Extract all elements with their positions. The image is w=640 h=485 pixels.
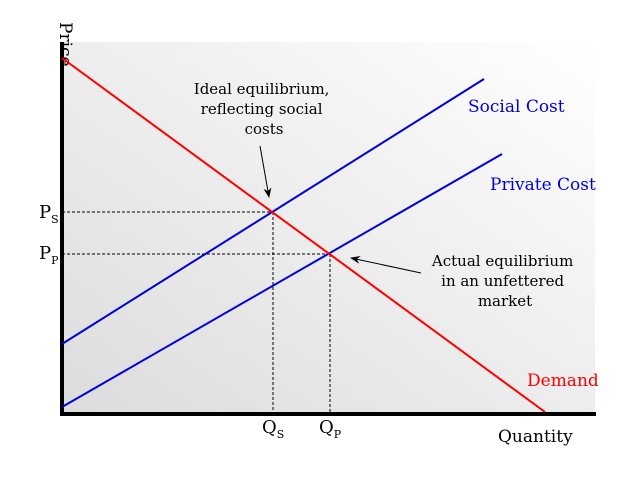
qp-main: Q: [319, 417, 334, 438]
demand-line: [61, 57, 546, 413]
y-axis-label: Price: [55, 22, 75, 67]
demand-label: Demand: [527, 371, 599, 391]
pp-tick-label: PP: [39, 243, 59, 267]
ps-main: P: [39, 202, 51, 223]
ideal-line-1: Ideal equilibrium,: [194, 80, 330, 98]
ideal-line-3: costs: [245, 120, 284, 138]
pp-sub: P: [51, 254, 59, 267]
qp-tick-label: QP: [319, 417, 342, 441]
ideal-arrow: [259, 145, 272, 198]
qs-tick-label: QS: [262, 417, 284, 441]
actual-annotation: Actual equilibrium in an unfettered mark…: [431, 252, 578, 310]
qp-sub: P: [334, 428, 342, 441]
actual-arrow: [350, 255, 422, 274]
actual-line-1: Actual equilibrium: [431, 252, 573, 270]
ps-tick-label: PS: [39, 202, 59, 226]
actual-line-3: market: [478, 292, 532, 310]
actual-line-2: in an unfettered: [441, 272, 564, 290]
x-axis-label: Quantity: [498, 427, 573, 447]
plot-background: [62, 42, 595, 414]
qs-main: Q: [262, 417, 277, 438]
pp-main: P: [39, 243, 51, 264]
qs-sub: S: [277, 428, 285, 441]
ideal-annotation: Ideal equilibrium, reflecting social cos…: [194, 80, 334, 138]
ps-sub: S: [51, 213, 59, 226]
social-cost-label: Social Cost: [468, 97, 565, 117]
private-cost-line: [61, 153, 503, 408]
ideal-line-2: reflecting social: [201, 100, 323, 118]
private-cost-label: Private Cost: [490, 175, 596, 195]
